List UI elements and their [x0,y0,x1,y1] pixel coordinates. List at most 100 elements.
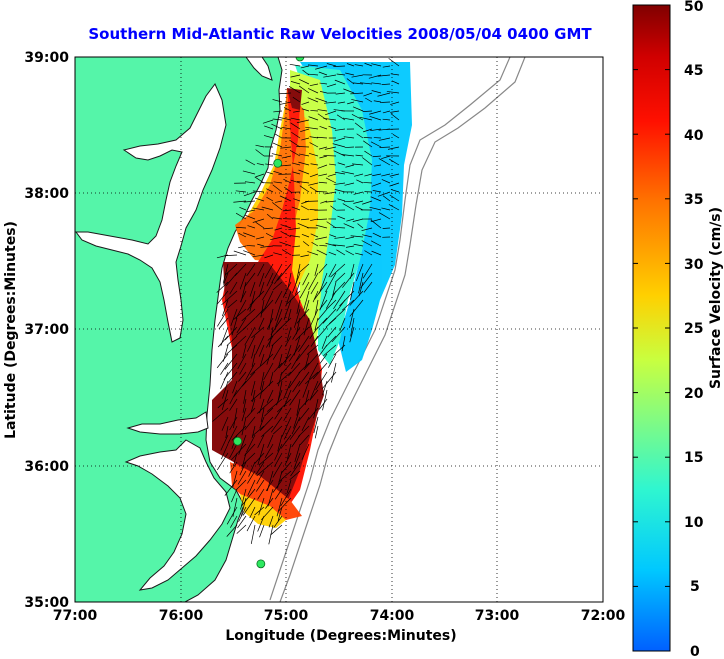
velocity-arrow [235,212,247,220]
velocity-arrow [294,443,301,463]
velocity-arrow [336,249,346,256]
velocity-arrow [235,299,247,319]
velocity-arrow [341,171,355,175]
velocity-arrow [389,173,400,177]
velocity-arrow [298,85,310,94]
velocity-arrow [346,218,355,222]
velocity-arrow [265,497,274,509]
velocity-arrow [300,254,310,258]
velocity-arrow [316,136,328,139]
velocity-arrow [273,362,283,373]
velocity-arrow [302,380,310,398]
velocity-arrow [309,389,319,401]
velocity-arrow [261,425,274,438]
velocity-arrow [334,128,346,131]
velocity-vectors [212,58,400,545]
velocity-arrow [251,353,256,367]
velocity-arrow [390,101,400,105]
velocity-arrow [337,162,346,166]
velocity-arrow [283,299,292,320]
velocity-arrow [298,78,310,85]
velocity-arrow [355,206,364,211]
velocity-arrow [289,139,301,148]
velocity-arrow [388,204,400,211]
velocity-arrow [242,398,247,413]
velocity-arrow [272,142,283,148]
colorbar-tick-label: 10 [684,515,704,531]
velocity-arrow [324,191,337,195]
shelf-contour-1 [269,57,511,601]
velocity-arrow [272,184,283,193]
velocity-arrow [239,272,247,290]
velocity-arrow [308,116,319,121]
velocity-arrow [355,252,364,256]
velocity-arrow [335,272,346,283]
velocity-arrow [233,200,247,203]
velocity-arrow [303,290,310,310]
velocity-arrow [290,179,301,184]
velocity-arrow [364,62,373,67]
velocity-arrow [301,443,310,460]
velocity-arrow [241,452,247,469]
velocity-arrow [270,416,283,433]
velocity-arrow [311,242,319,247]
velocity-arrow [328,263,337,278]
velocity-arrow [238,245,247,249]
velocity-arrow [289,150,301,157]
velocity-arrow [277,506,283,521]
velocity-arrow [274,133,283,139]
velocity-arrow [216,281,229,293]
velocity-arrow [274,443,283,461]
velocity-arrow [255,173,265,178]
velocity-arrow [237,515,247,529]
velocity-arrow [250,524,256,544]
velocity-arrow [319,155,328,159]
velocity-arrow [259,524,265,538]
velocity-arrow [235,226,247,229]
velocity-arrow [377,92,391,97]
velocity-arrow [301,101,310,105]
velocity-arrow [234,263,247,277]
velocity-arrow [325,242,337,247]
velocity-arrow [295,263,301,285]
velocity-arrow [310,218,319,221]
velocity-arrow [259,353,265,367]
velocity-arrow [280,224,292,229]
velocity-arrow [224,353,238,370]
velocity-arrow [243,200,256,203]
velocity-arrow [371,90,382,94]
velocity-arrow [374,164,382,167]
velocity-arrow [333,150,346,157]
velocity-arrow [328,251,337,256]
velocity-arrow [351,113,364,121]
velocity-arrow [301,234,310,238]
velocity-arrow [288,227,301,231]
velocity-arrow [257,515,265,532]
velocity-arrow [245,159,256,166]
velocity-arrow [267,434,274,448]
velocity-arrow [390,113,400,121]
velocity-arrow [241,416,247,436]
velocity-arrow [301,108,310,112]
velocity-arrow [364,173,373,177]
colorbar-tick-label: 50 [684,0,704,15]
velocity-arrow [298,263,310,274]
velocity-arrow [305,200,319,202]
velocity-arrow [264,407,274,417]
velocity-arrow [355,263,364,282]
velocity-arrow [315,97,328,103]
velocity-arrow [289,235,301,238]
velocity-arrow [238,232,247,238]
velocity-arrow [333,344,346,356]
velocity-arrow [257,488,265,500]
velocity-arrow [246,434,256,453]
velocity-arrow [270,317,283,336]
velocity-arrow [369,115,382,121]
velocity-arrow [299,398,310,410]
velocity-arrow [218,317,229,330]
velocity-arrow [272,344,283,360]
velocity-arrow [302,241,310,247]
velocity-arrow [246,515,256,532]
velocity-arrow [333,137,346,142]
velocity-arrow [342,203,355,211]
